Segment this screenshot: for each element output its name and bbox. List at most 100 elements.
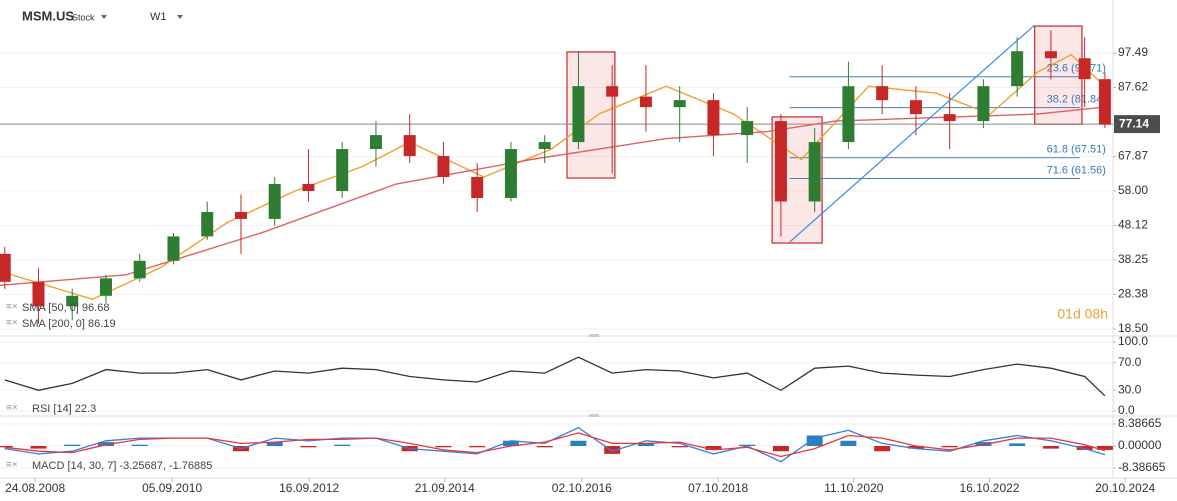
x-tick-label: 16.10.2022 xyxy=(959,481,1019,495)
histogram-bar xyxy=(705,446,722,450)
candle-body xyxy=(639,96,652,108)
panel-handle[interactable] xyxy=(589,334,599,337)
histogram-bar xyxy=(975,442,992,446)
histogram-bar xyxy=(840,440,857,446)
countdown: 01d 08h xyxy=(1057,306,1108,322)
y-tick-label: -8.38665 xyxy=(1118,460,1166,474)
candle-body xyxy=(403,135,416,157)
panel-handle[interactable] xyxy=(589,414,599,417)
y-tick-label: 18.50 xyxy=(1118,321,1148,335)
histogram-bar xyxy=(1042,446,1059,449)
candle-body xyxy=(268,183,281,219)
y-tick-label: 8.38665 xyxy=(1118,416,1162,430)
x-tick-label: 21.09.2014 xyxy=(415,481,475,495)
y-tick-label: 28.38 xyxy=(1118,287,1148,301)
candle-body xyxy=(538,142,551,150)
candle-body xyxy=(99,278,112,296)
histogram-bar xyxy=(570,440,587,446)
histogram-bar xyxy=(874,446,891,452)
candle-body xyxy=(471,177,484,198)
y-tick-label: 70.0 xyxy=(1118,355,1142,369)
histogram-bar xyxy=(266,442,283,446)
histogram-bar xyxy=(435,446,452,448)
histogram-bar xyxy=(30,446,47,449)
candle-body xyxy=(369,135,382,150)
candle-body xyxy=(943,114,956,122)
histogram-bar xyxy=(64,444,81,446)
candle-body xyxy=(707,100,720,136)
x-tick-label: 24.08.2008 xyxy=(5,481,65,495)
trend-line xyxy=(789,24,1036,243)
legend-entry: SMA [50, 0] 96.68 xyxy=(22,302,109,314)
dropdown-arrow[interactable] xyxy=(101,15,107,19)
histogram-bar xyxy=(131,444,148,446)
candle-body xyxy=(66,295,79,307)
histogram-bar xyxy=(806,435,823,446)
fib-label: 38.2 (81.84) xyxy=(1047,94,1106,106)
candle-body xyxy=(201,211,214,237)
candle-body xyxy=(167,236,180,261)
histogram-bar xyxy=(0,446,13,448)
candle-body xyxy=(504,149,517,198)
y-tick-label: 38.25 xyxy=(1118,252,1148,266)
histogram-bar xyxy=(941,446,958,448)
candle-body xyxy=(774,121,787,202)
histogram-bar xyxy=(469,446,486,448)
x-tick-label: 05.09.2010 xyxy=(142,481,202,495)
y-tick-label: 67.87 xyxy=(1118,149,1148,163)
candle-body xyxy=(234,211,247,219)
legend-entry: SMA [200, 0] 86.19 xyxy=(22,318,116,330)
y-tick-label: 0.00000 xyxy=(1118,438,1162,452)
candle-body xyxy=(133,260,146,279)
symbol[interactable]: MSM.US xyxy=(22,8,74,23)
histogram-bar xyxy=(1096,446,1113,450)
y-tick-label: 0.0 xyxy=(1118,403,1135,417)
y-tick-label: 30.0 xyxy=(1118,382,1142,396)
legend-icon: ≡× xyxy=(6,318,18,329)
candle-body xyxy=(909,100,922,115)
candle-body xyxy=(842,86,855,143)
histogram-bar xyxy=(334,444,351,446)
candle-body xyxy=(606,86,619,97)
x-tick-label: 20.10.2024 xyxy=(1095,481,1155,495)
y-tick-label: 87.62 xyxy=(1118,80,1148,94)
candle-body xyxy=(808,142,821,202)
legend-icon: ≡× xyxy=(6,460,18,471)
x-tick-label: 16.09.2012 xyxy=(279,481,339,495)
instrument-kind: Stock xyxy=(72,12,95,22)
legend-icon: ≡× xyxy=(6,403,18,414)
candle-body xyxy=(572,86,585,143)
histogram-bar xyxy=(1009,443,1026,446)
histogram-bar xyxy=(502,440,519,446)
fib-label: 61.8 (67.51) xyxy=(1047,144,1106,156)
indicator-line xyxy=(4,356,1106,397)
candle-body xyxy=(302,183,315,191)
interval[interactable]: W1 xyxy=(150,11,167,23)
candle-body xyxy=(673,100,686,108)
dropdown-arrow[interactable] xyxy=(177,15,183,19)
plot-layer: 18.50 28.38 38.25 48.12 58.00 67.87 87.62 97.49… xyxy=(0,24,1166,495)
candle-body xyxy=(32,281,45,307)
candle-body xyxy=(741,121,754,136)
legend-entry: RSI [14] 22.3 xyxy=(32,403,96,415)
histogram-bar xyxy=(907,446,924,449)
candle-body xyxy=(1011,51,1024,87)
sma-line xyxy=(0,53,1106,301)
x-tick-label: 07.10.2018 xyxy=(688,481,748,495)
histogram-bar xyxy=(671,446,688,448)
candle-body xyxy=(0,253,11,282)
fib-label: 23.6 (90.71) xyxy=(1047,63,1106,75)
histogram-bar xyxy=(604,446,621,454)
legend-icon: ≡× xyxy=(6,302,18,313)
candle-body xyxy=(1098,79,1111,125)
price-tag-label: 77.14 xyxy=(1119,116,1149,130)
y-tick-label: 58.00 xyxy=(1118,183,1148,197)
y-tick-label: 97.49 xyxy=(1118,45,1148,59)
histogram-bar xyxy=(300,446,317,448)
x-tick-label: 11.10.2020 xyxy=(824,481,883,495)
legend-entry: MACD [14, 30, 7] -3.25687, -1.76885 xyxy=(32,460,212,472)
candle-body xyxy=(876,86,889,101)
